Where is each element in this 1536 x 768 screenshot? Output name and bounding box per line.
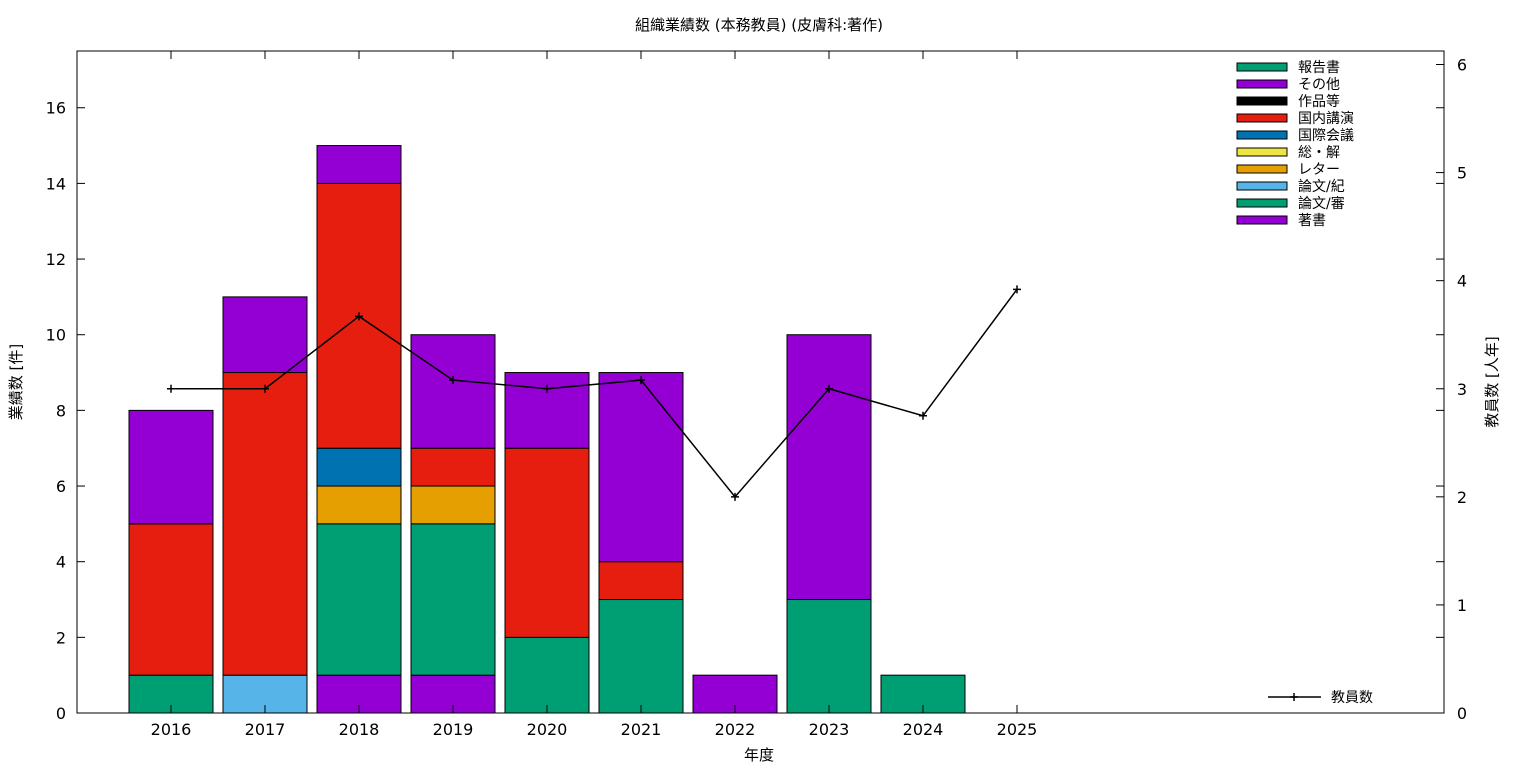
y2-tick-label: 2 [1457,488,1467,507]
bar-2019-series-8 [410,334,496,449]
y2-tick-label: 6 [1457,56,1467,75]
y2-axis-label: 教員数 [人年] [1483,336,1501,427]
x-tick-label: 2017 [245,720,286,739]
y2-tick-label: 4 [1457,272,1467,291]
legend-label: 総・解 [1298,145,1340,161]
legend-label: 国内講演 [1298,111,1354,127]
line-point-2016 [167,384,175,393]
y2-tick-label: 1 [1457,596,1467,615]
legend-line-marker [1290,693,1298,701]
legend-swatch [1236,215,1288,225]
x-tick-label: 2024 [903,720,944,739]
y2-tick-label: 3 [1457,380,1467,399]
plot-frame [76,50,1445,714]
legend-swatch [1236,198,1288,208]
line-point-2018 [355,312,363,321]
y-tick-label: 10 [46,326,66,345]
x-tick-label: 2025 [997,720,1038,739]
bar-2019-series-1 [410,523,496,676]
bar-2020-series-8 [504,372,590,449]
legend-label: 著書 [1298,213,1326,229]
line-point-2023 [825,384,833,393]
line-point-2017 [261,384,269,393]
x-tick-label: 2018 [339,720,380,739]
y-tick-label: 12 [46,250,66,269]
line-point-2022 [731,492,739,501]
legend-swatch [1236,164,1288,174]
bar-2018-series-3 [316,485,402,525]
x-tick-label: 2019 [433,720,474,739]
y2-tick-label: 0 [1457,704,1467,723]
bar-2017-series-8 [222,296,308,374]
x-axis-label: 年度 [744,746,774,764]
bar-2021-series-1 [598,599,684,714]
legend-swatch [1236,130,1288,140]
bar-2020-series-1 [504,636,590,714]
bar-2016-series-8 [128,409,214,525]
bar-2020-series-6 [504,447,590,638]
legend-line-label: 教員数 [1331,690,1373,706]
y-tick-label: 16 [46,99,66,118]
x-tick-label: 2020 [527,720,568,739]
legend-label: 作品等 [1298,93,1340,110]
y-tick-label: 8 [56,401,66,420]
line-point-2024 [919,411,927,420]
bar-2018-series-5 [316,447,402,487]
bar-2019-series-6 [410,447,496,487]
line-point-2021 [637,376,645,385]
legend-swatch [1236,62,1288,72]
bar-2018-series-8 [316,145,402,184]
x-tick-label: 2016 [151,720,192,739]
y-tick-label: 2 [56,628,66,647]
line-point-2025 [1013,285,1021,294]
y-tick-label: 4 [56,553,66,572]
y-tick-label: 6 [56,477,66,496]
legend-label: レター [1298,162,1340,178]
y-axis-label: 業績数 [件] [7,344,25,420]
bar-2019-series-3 [410,485,496,525]
chart-title: 組織業績数 (本務教員) (皮膚科:著作) [635,16,883,34]
legend-label: 国際会議 [1298,127,1354,144]
bar-2023-series-1 [786,599,872,714]
line-point-2019 [449,376,457,385]
legend-swatch [1236,181,1288,191]
legend-label: その他 [1298,77,1340,93]
x-tick-label: 2022 [715,720,756,739]
bar-2018-series-1 [316,523,402,676]
legend-label: 論文/紀 [1298,179,1345,195]
y2-tick-label: 5 [1457,164,1467,183]
line-point-2020 [543,384,551,393]
bar-2017-series-6 [222,372,308,676]
x-tick-label: 2021 [621,720,662,739]
y-tick-label: 0 [56,704,66,723]
bar-2016-series-6 [128,523,214,676]
legend-label: 報告書 [1298,60,1340,76]
legend-label: 論文/審 [1298,196,1345,212]
y-tick-label: 14 [46,174,66,193]
bar-2021-series-6 [598,561,684,601]
legend-swatch [1236,79,1288,89]
line-series-faculty [171,288,1018,499]
legend-swatch [1236,96,1288,106]
legend-swatch [1236,113,1288,123]
legend-swatch [1236,147,1288,157]
bar-2023-series-8 [786,334,872,601]
bar-2021-series-8 [598,372,684,563]
x-tick-label: 2023 [809,720,850,739]
